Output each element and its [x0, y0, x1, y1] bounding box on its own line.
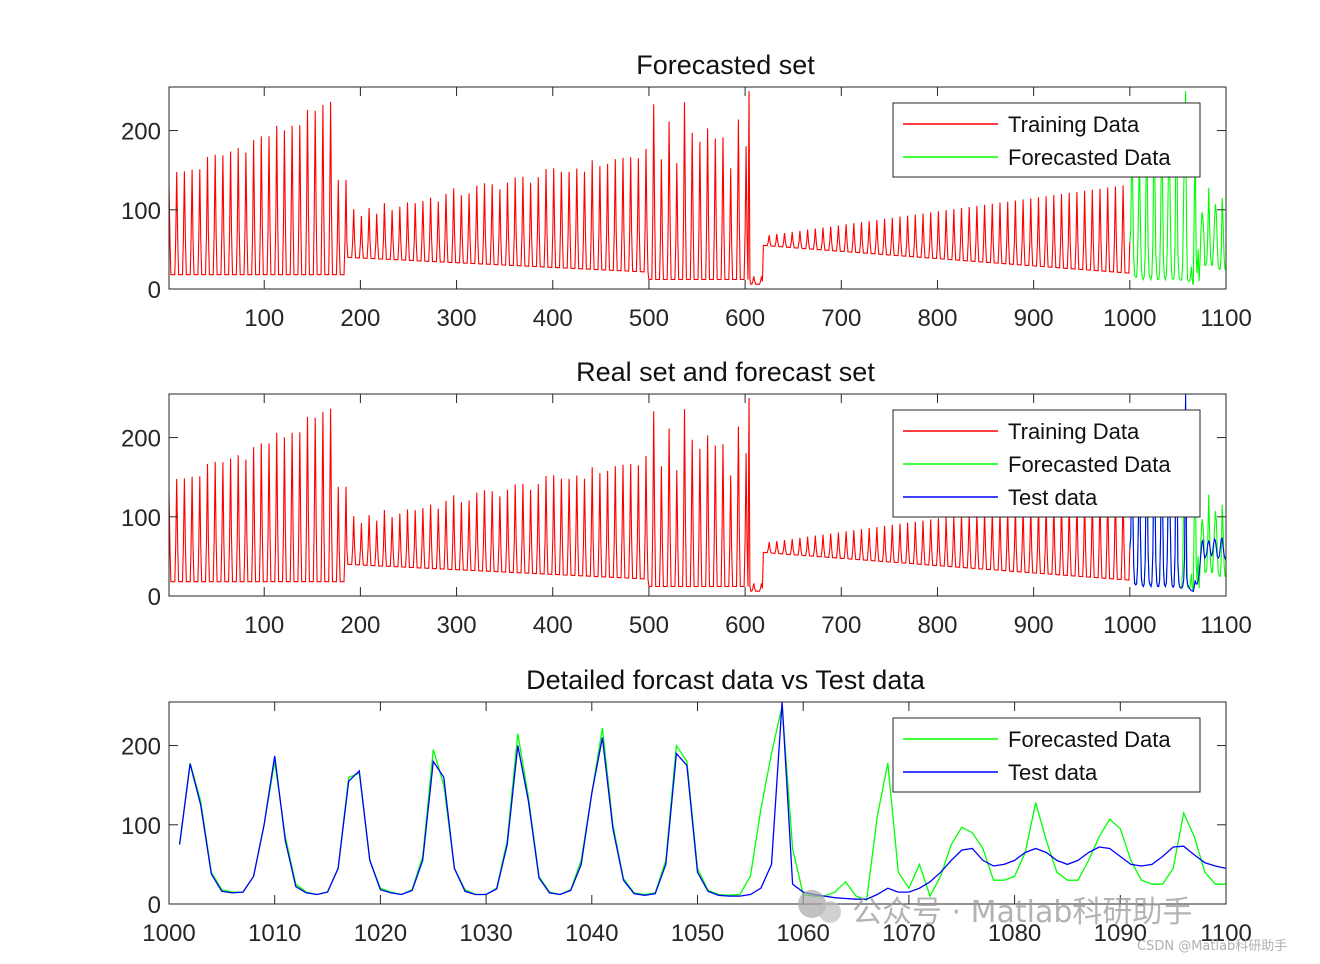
x-tick-label: 1000 — [1103, 305, 1156, 332]
plot-lines — [169, 90, 1226, 286]
x-tick-label: 900 — [1014, 305, 1054, 332]
x-tick-label: 100 — [244, 305, 284, 332]
x-tick-label: 1100 — [1200, 612, 1252, 639]
legend-label: Forecasted Data — [1008, 145, 1171, 170]
legend: Forecasted Data Test data — [892, 717, 1201, 793]
y-tick-label: 0 — [148, 277, 161, 304]
x-tick-label: 1030 — [459, 920, 512, 947]
series-training-data — [169, 90, 1131, 285]
x-tick-label: 1090 — [1094, 920, 1147, 947]
y-tick-label: 100 — [121, 198, 161, 225]
legend-label: Training Data — [1008, 419, 1140, 444]
watermark-text: 公众号 · Matlab科研助手 — [852, 895, 1192, 930]
x-tick-label: 500 — [629, 612, 669, 639]
y-tick-label: 100 — [121, 505, 161, 532]
x-tick-label: 1060 — [777, 920, 830, 947]
x-tick-label: 200 — [340, 305, 380, 332]
x-tick-label: 800 — [917, 305, 957, 332]
watermark-corner-text: CSDN @Matlab科研助手 — [1137, 939, 1287, 954]
legend-label: Training Data — [1008, 112, 1140, 137]
axes-box — [168, 393, 1227, 597]
series-training-data — [169, 397, 1131, 592]
x-tick-label: 900 — [1014, 612, 1054, 639]
x-tick-label: 1070 — [882, 920, 935, 947]
y-tick-label: 200 — [121, 119, 161, 146]
series-test-data — [178, 702, 1226, 900]
legend-label: Forecasted Data — [1008, 727, 1171, 752]
x-tick-label: 1050 — [671, 920, 724, 947]
x-tick-label: 100 — [244, 612, 284, 639]
series-forecasted-data — [1129, 90, 1226, 286]
chart-title: Forecasted set — [636, 50, 815, 80]
wechat-icon — [798, 890, 826, 918]
x-tick-label: 1080 — [988, 920, 1041, 947]
legend-label: Test data — [1008, 760, 1098, 785]
x-tick-label: 500 — [629, 305, 669, 332]
y-tick-label: 0 — [148, 892, 161, 919]
x-tick-label: 1000 — [142, 920, 195, 947]
chart-3: 1000 1010 1020 1030 1040 1050 1060 1070 1080 1090… — [121, 665, 1252, 947]
legend-label: Forecasted Data — [1008, 452, 1171, 477]
x-tick-label: 200 — [340, 612, 380, 639]
x-tick-label: 400 — [533, 305, 573, 332]
wechat-icon-bubble — [819, 901, 841, 923]
chart-2: 100 200 300 400 500 600 700 800 900 1000 1100 0 100 2… — [121, 357, 1252, 639]
x-tick-label: 800 — [917, 612, 957, 639]
chart-title: Real set and forecast set — [576, 357, 875, 387]
chart-1: 100 200 300 400 500 600 700 800 900 1000 1100 0 100 2… — [121, 50, 1252, 332]
x-tick-label: 400 — [533, 612, 573, 639]
legend-label: Test data — [1008, 485, 1098, 510]
x-tick-label: 1040 — [565, 920, 618, 947]
y-tick-label: 200 — [121, 734, 161, 761]
x-tick-label: 700 — [821, 305, 861, 332]
plot-lines — [178, 702, 1226, 901]
y-tick-label: 0 — [148, 584, 161, 611]
legend: Training Data Forecasted Data Test data — [892, 409, 1201, 518]
legend: Training Data Forecasted Data — [892, 102, 1201, 178]
x-tick-label: 600 — [725, 305, 765, 332]
axes-box — [168, 86, 1227, 290]
watermark: 公众号 · Matlab科研助手 CSDN @Matlab科研助手 — [798, 890, 1287, 954]
x-tick-label: 1010 — [248, 920, 301, 947]
x-tick-label: 700 — [821, 612, 861, 639]
x-tick-label: 1020 — [354, 920, 407, 947]
y-tick-label: 200 — [121, 426, 161, 453]
x-tick-label: 300 — [437, 612, 477, 639]
x-tick-label: 1100 — [1200, 305, 1252, 332]
legend-box — [892, 717, 1201, 793]
x-tick-label: 300 — [437, 305, 477, 332]
legend-box — [892, 102, 1201, 178]
x-tick-label: 1100 — [1200, 920, 1252, 947]
x-tick-label: 600 — [725, 612, 765, 639]
y-tick-label: 100 — [121, 813, 161, 840]
chart-title: Detailed forcast data vs Test data — [526, 665, 926, 695]
x-tick-label: 1000 — [1103, 612, 1156, 639]
